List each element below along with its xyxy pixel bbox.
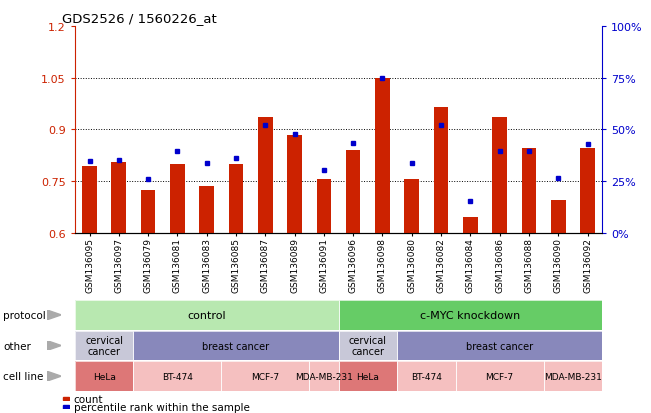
Bar — [170, 164, 185, 233]
Bar — [434, 108, 449, 233]
Bar — [287, 135, 302, 233]
Bar — [551, 201, 566, 233]
Polygon shape — [47, 310, 61, 320]
Polygon shape — [47, 341, 61, 351]
Bar — [62, 396, 69, 401]
Text: cervical
cancer: cervical cancer — [349, 335, 387, 356]
Bar — [141, 190, 156, 233]
Text: breast cancer: breast cancer — [466, 341, 533, 351]
Text: BT-474: BT-474 — [411, 372, 442, 381]
Text: percentile rank within the sample: percentile rank within the sample — [74, 402, 249, 412]
Bar — [82, 166, 97, 233]
Bar — [229, 164, 243, 233]
Text: MCF-7: MCF-7 — [486, 372, 514, 381]
Text: MDA-MB-231: MDA-MB-231 — [544, 372, 602, 381]
Text: MDA-MB-231: MDA-MB-231 — [295, 372, 353, 381]
Text: protocol: protocol — [3, 310, 46, 320]
Text: control: control — [187, 310, 226, 320]
Bar — [463, 218, 478, 233]
Text: HeLa: HeLa — [92, 372, 116, 381]
Text: other: other — [3, 341, 31, 351]
Text: GDS2526 / 1560226_at: GDS2526 / 1560226_at — [62, 12, 217, 25]
Bar — [492, 118, 507, 233]
Bar — [62, 405, 69, 409]
Bar — [111, 163, 126, 233]
Bar — [404, 180, 419, 233]
Bar — [258, 118, 273, 233]
Text: cervical
cancer: cervical cancer — [85, 335, 123, 356]
Text: c-MYC knockdown: c-MYC knockdown — [421, 310, 520, 320]
Bar — [346, 151, 361, 233]
Text: count: count — [74, 394, 103, 404]
Text: MCF-7: MCF-7 — [251, 372, 279, 381]
Bar — [316, 180, 331, 233]
Polygon shape — [47, 371, 61, 381]
Text: cell line: cell line — [3, 371, 44, 381]
Text: BT-474: BT-474 — [162, 372, 193, 381]
Bar — [375, 79, 390, 233]
Bar — [580, 149, 595, 233]
Text: breast cancer: breast cancer — [202, 341, 270, 351]
Bar — [199, 187, 214, 233]
Text: HeLa: HeLa — [356, 372, 380, 381]
Bar — [521, 149, 536, 233]
